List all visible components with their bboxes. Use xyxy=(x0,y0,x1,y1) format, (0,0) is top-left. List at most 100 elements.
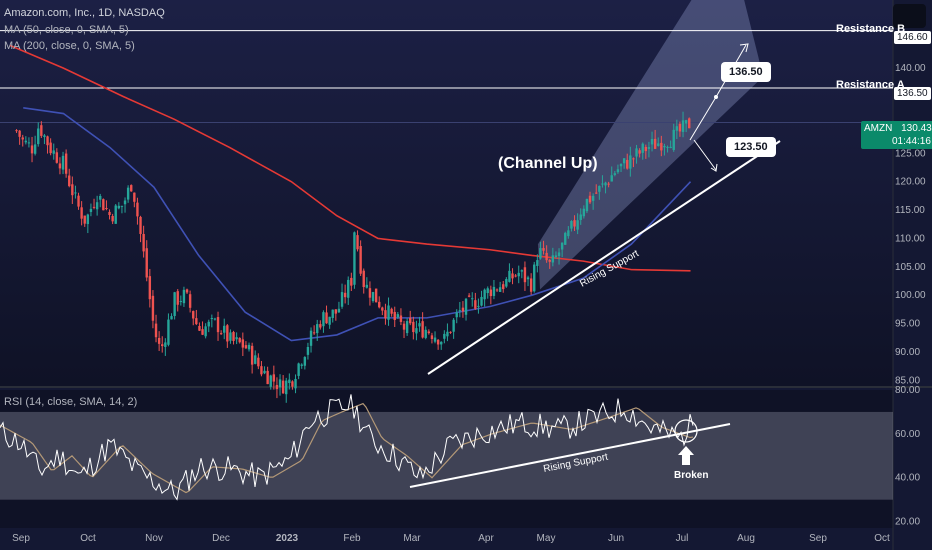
candle-body xyxy=(216,317,220,333)
candle-body xyxy=(433,337,437,342)
candle-body xyxy=(359,246,362,274)
price-axis-tick-1: 90.00 xyxy=(895,347,920,358)
candle-body xyxy=(582,208,586,217)
candle-body xyxy=(52,150,55,154)
candle-body xyxy=(294,378,297,389)
candle-body xyxy=(281,380,285,394)
candle-body xyxy=(219,333,223,335)
candle-body xyxy=(616,169,620,173)
candle-body xyxy=(483,289,486,300)
candle-body xyxy=(514,275,517,277)
time-axis-tick-2: Nov xyxy=(145,533,163,544)
candle-body xyxy=(241,339,245,348)
target-down-callout: 123.50 xyxy=(726,137,776,157)
candle-body xyxy=(365,284,369,288)
candle-body xyxy=(204,326,207,337)
candle-body xyxy=(105,208,108,210)
settings-icon[interactable] xyxy=(893,4,926,28)
candle-body xyxy=(328,316,331,325)
candle-body xyxy=(678,123,682,132)
candle-body xyxy=(362,270,365,288)
candle-body xyxy=(492,286,496,296)
resistance-a-price-tag: 136.50 xyxy=(894,87,931,100)
candle-body xyxy=(350,277,353,286)
candle-body xyxy=(275,384,279,390)
candle-body xyxy=(526,277,530,280)
candle-body xyxy=(99,195,102,200)
ma50-line[interactable] xyxy=(23,107,692,342)
candle-body xyxy=(173,292,176,316)
price-axis-tick-2: 95.00 xyxy=(895,319,920,330)
candle-body xyxy=(297,363,300,376)
time-axis-tick-7: Apr xyxy=(478,533,494,544)
candle-body xyxy=(669,146,672,149)
candle-body xyxy=(92,206,96,208)
time-axis-tick-9: Jun xyxy=(608,533,624,544)
candle-body xyxy=(560,242,564,250)
candle-body xyxy=(461,307,465,312)
candle-body xyxy=(210,318,214,320)
candle-body xyxy=(71,184,74,196)
candle-body xyxy=(610,175,613,182)
candle-body xyxy=(663,145,666,148)
price-axis-tick-6: 115.00 xyxy=(895,205,925,216)
rsi-title[interactable]: RSI (14, close, SMA, 14, 2) xyxy=(4,396,138,408)
candle-body xyxy=(170,316,173,320)
ma50-title[interactable]: MA (50, close, 0, SMA, 5) xyxy=(4,24,129,36)
candle-body xyxy=(371,292,375,302)
rsi-line[interactable] xyxy=(0,394,694,501)
candle-body xyxy=(235,337,238,340)
candle-body xyxy=(207,321,210,327)
candle-body xyxy=(89,208,93,212)
candle-body xyxy=(684,120,688,124)
candle-body xyxy=(33,144,37,154)
candle-body xyxy=(278,379,282,388)
candle-body xyxy=(629,155,632,169)
candle-body xyxy=(64,153,68,174)
ma200-title[interactable]: MA (200, close, 0, SMA, 5) xyxy=(4,40,135,52)
candle-body xyxy=(396,314,400,318)
projection-path-down xyxy=(693,139,717,171)
rsi-rising-support-line[interactable] xyxy=(409,423,731,488)
candle-body xyxy=(130,185,133,192)
candle-body xyxy=(588,195,592,203)
candle-body xyxy=(638,150,641,154)
candle-body xyxy=(390,308,393,314)
candle-body xyxy=(502,284,505,290)
candle-body xyxy=(43,135,46,138)
candle-body xyxy=(688,118,691,129)
candle-body xyxy=(111,215,114,222)
rising-support-line[interactable] xyxy=(427,140,781,375)
ma200-line[interactable] xyxy=(9,44,691,272)
candle-body xyxy=(539,248,542,259)
candle-body xyxy=(254,355,257,364)
candle-body xyxy=(653,138,657,149)
broken-label: Broken xyxy=(674,470,708,481)
candle-body xyxy=(176,291,179,305)
candle-body xyxy=(288,379,291,384)
time-axis-tick-6: Mar xyxy=(403,533,421,544)
candle-body xyxy=(508,270,511,282)
candle-body xyxy=(123,200,127,205)
candle-body xyxy=(622,158,626,164)
candle-body xyxy=(192,311,195,319)
rsi-band xyxy=(0,411,893,500)
candle-body xyxy=(480,296,483,306)
channel-up-label: (Channel Up) xyxy=(498,155,598,172)
candle-body xyxy=(238,337,241,343)
candle-body xyxy=(77,195,80,207)
time-axis-tick-11: Aug xyxy=(737,533,755,544)
candle-body xyxy=(455,312,458,318)
candle-body xyxy=(185,289,189,293)
candle-body xyxy=(368,288,372,298)
candle-body xyxy=(37,128,40,145)
candle-body xyxy=(595,192,598,194)
symbol-title[interactable]: Amazon.com, Inc., 1D, NASDAQ xyxy=(4,7,165,19)
candle-body xyxy=(257,357,260,367)
candle-body xyxy=(384,310,387,319)
candle-body xyxy=(139,216,142,234)
candle-body xyxy=(244,345,248,349)
time-axis-tick-1: Oct xyxy=(80,533,96,544)
candle-body xyxy=(421,321,424,338)
